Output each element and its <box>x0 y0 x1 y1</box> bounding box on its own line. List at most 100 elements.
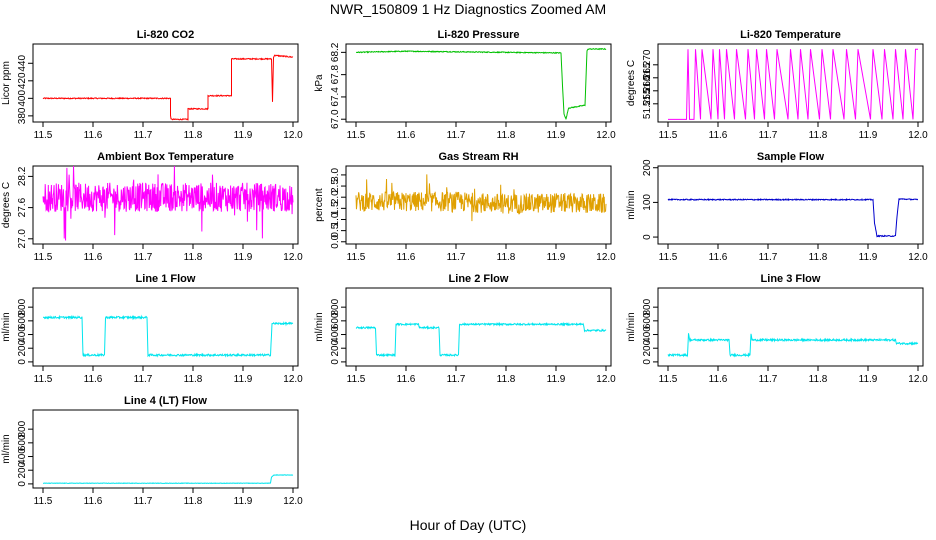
x-tick-label: 11.5 <box>34 374 53 385</box>
x-tick-label: 11.9 <box>547 252 566 263</box>
x-tick-label: 12.0 <box>283 374 303 385</box>
y-axis-label: percent <box>314 188 325 222</box>
series-line <box>42 165 294 241</box>
x-tick-label: 11.7 <box>447 252 466 263</box>
x-tick-label: 11.5 <box>347 374 366 385</box>
plot-frame <box>32 409 299 489</box>
y-tick-label: 200 <box>642 159 653 176</box>
x-tick-label: 11.8 <box>497 130 516 141</box>
y-tick-label: 400 <box>17 90 28 107</box>
y-tick-label: 0.5 <box>330 223 341 237</box>
panel-3: Ambient Box Temperature 11.5 11.6 11.7 11.8 1… <box>1 151 303 263</box>
panel-title: Line 2 Flow <box>449 273 509 285</box>
y-tick-label: 27.6 <box>17 197 28 217</box>
y-tick-label: 200 <box>17 339 28 356</box>
y-axis-label: degrees C <box>1 182 12 228</box>
y-tick-label: 100 <box>642 194 653 211</box>
x-tick-label: 12.0 <box>596 374 616 385</box>
x-tick-label: 11.8 <box>809 130 828 141</box>
x-tick-label: 11.6 <box>84 252 103 263</box>
panel-title: Sample Flow <box>757 151 825 163</box>
x-tick-label: 11.8 <box>809 374 828 385</box>
y-tick-label: 1.5 <box>330 201 341 215</box>
x-tick-label: 11.8 <box>184 496 203 507</box>
y-tick-label: 600 <box>17 434 28 451</box>
x-tick-label: 11.9 <box>547 374 566 385</box>
x-tick-label: 11.6 <box>397 130 416 141</box>
x-tick-label: 11.5 <box>34 130 53 141</box>
y-tick-label: 27.0 <box>17 229 28 249</box>
y-axis-label: ml/min <box>626 190 637 219</box>
x-tick-label: 11.5 <box>347 252 366 263</box>
x-tick-label: 12.0 <box>283 252 303 263</box>
figure-x-axis-label: Hour of Day (UTC) <box>409 517 527 533</box>
x-tick-label: 11.9 <box>859 130 878 141</box>
x-tick-label: 11.6 <box>397 252 416 263</box>
y-tick-label: 0 <box>642 234 653 240</box>
x-tick-label: 11.6 <box>709 252 728 263</box>
plot-frame <box>657 43 924 123</box>
y-tick-label: 600 <box>330 312 341 329</box>
x-tick-label: 11.9 <box>234 496 253 507</box>
series-line <box>355 47 607 120</box>
panel-title: Li-820 CO2 <box>137 29 194 41</box>
panel-9: Line 4 (LT) Flow 11.5 11.6 11.7 11.8 11.9 12.0… <box>1 395 303 507</box>
y-tick-label: 400 <box>330 326 341 343</box>
x-tick-label: 11.7 <box>759 252 778 263</box>
y-tick-label: 800 <box>642 298 653 315</box>
panel-title: Line 3 Flow <box>761 273 821 285</box>
x-tick-label: 11.7 <box>759 374 778 385</box>
panel-0: Li-820 CO2 11.5 11.6 11.7 11.8 11.9 12.0 380400… <box>1 29 303 141</box>
y-axis-label: degrees C <box>626 60 637 106</box>
y-tick-label: 400 <box>17 448 28 465</box>
panel-5: Sample Flow 11.5 11.6 11.7 11.8 11.9 12.0 0 100 2… <box>626 151 928 263</box>
panel-title: Li-820 Pressure <box>438 29 520 41</box>
x-tick-label: 11.6 <box>84 496 103 507</box>
y-axis-label: Licor ppm <box>1 61 12 105</box>
x-tick-label: 12.0 <box>908 374 928 385</box>
y-tick-label: 800 <box>330 298 341 315</box>
series-line <box>668 48 918 120</box>
series-line <box>667 333 919 358</box>
x-tick-label: 11.6 <box>84 130 103 141</box>
plot-frame <box>345 287 612 367</box>
y-tick-label: 28.2 <box>17 166 28 186</box>
y-tick-label: 1.0 <box>330 212 341 226</box>
panel-title: Line 1 Flow <box>136 273 196 285</box>
x-tick-label: 11.5 <box>659 252 678 263</box>
y-tick-label: 0 <box>17 481 28 487</box>
x-tick-label: 11.8 <box>497 374 516 385</box>
y-tick-label: 3.0 <box>330 168 341 182</box>
panel-2: Li-820 Temperature 11.5 11.6 11.7 11.8 11.9 12… <box>626 29 928 141</box>
y-tick-label: 440 <box>17 55 28 72</box>
x-tick-label: 12.0 <box>283 130 303 141</box>
plot-frame <box>32 43 299 123</box>
panel-title: Ambient Box Temperature <box>97 151 234 163</box>
x-tick-label: 11.8 <box>184 374 203 385</box>
plot-frame <box>345 43 612 123</box>
series-line <box>42 54 294 121</box>
y-tick-label: 68.2 <box>330 42 341 62</box>
panel-7: Line 2 Flow 11.5 11.6 11.7 11.8 11.9 12.0 0 2004… <box>314 273 616 385</box>
panel-title: Gas Stream RH <box>438 151 518 163</box>
x-tick-label: 11.5 <box>659 130 678 141</box>
x-tick-label: 11.9 <box>234 252 253 263</box>
x-tick-label: 11.9 <box>234 130 253 141</box>
x-tick-label: 11.7 <box>447 374 466 385</box>
y-tick-label: 67.8 <box>330 64 341 84</box>
plot-frame <box>32 287 299 367</box>
y-tick-label: 400 <box>642 326 653 343</box>
x-tick-label: 11.7 <box>134 252 153 263</box>
x-tick-label: 11.9 <box>859 252 878 263</box>
x-tick-label: 12.0 <box>283 496 303 507</box>
x-tick-label: 11.8 <box>809 252 828 263</box>
y-tick-label: 200 <box>17 461 28 478</box>
y-tick-label: 51.255 <box>642 88 653 119</box>
x-tick-label: 11.5 <box>34 252 53 263</box>
x-tick-label: 12.0 <box>596 130 616 141</box>
y-tick-label: 800 <box>17 420 28 437</box>
series-line <box>355 321 607 358</box>
y-tick-label: 200 <box>642 339 653 356</box>
y-tick-label: 400 <box>17 326 28 343</box>
